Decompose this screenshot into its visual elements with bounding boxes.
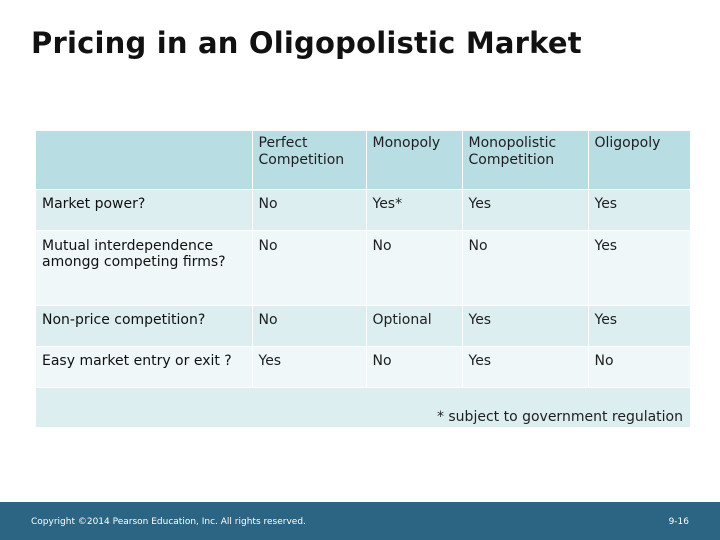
footnote-text: * subject to government regulation	[436, 408, 683, 425]
footnote-row: * subject to government regulation	[36, 387, 690, 428]
header-perfect-competition: Perfect Competition	[252, 131, 367, 190]
row-label-mutual-interdependence: Mutual interdependence amongg competing …	[36, 230, 253, 306]
table-header-row: Perfect Competition Monopoly Monopolisti…	[36, 131, 690, 190]
table-row: Easy market entry or exit ? Yes No Yes N…	[36, 346, 690, 388]
footer-bar: Copyright ©2014 Pearson Education, Inc. …	[0, 502, 720, 540]
table-row: Mutual interdependence amongg competing …	[36, 230, 690, 306]
table-cell: Yes	[588, 305, 690, 347]
table-cell: No	[252, 189, 367, 231]
table-cell: No	[252, 230, 367, 306]
copyright-text: Copyright ©2014 Pearson Education, Inc. …	[31, 517, 306, 527]
table-cell: Yes*	[366, 189, 463, 231]
row-label-easy-entry-exit: Easy market entry or exit ?	[36, 346, 253, 388]
table-cell: No	[366, 346, 463, 388]
table-row: Non-price competition? No Optional Yes Y…	[36, 305, 690, 347]
table-cell: Yes	[462, 305, 589, 347]
table-cell: Yes	[588, 189, 690, 231]
table-cell: No	[366, 230, 463, 306]
table-cell: Yes	[462, 189, 589, 231]
comparison-table: Perfect Competition Monopoly Monopolisti…	[36, 131, 690, 428]
table-cell: Yes	[588, 230, 690, 306]
row-label-market-power: Market power?	[36, 189, 253, 231]
table-cell: Yes	[252, 346, 367, 388]
table-cell: No	[588, 346, 690, 388]
table-cell: No	[462, 230, 589, 306]
table-cell: Optional	[366, 305, 463, 347]
page-number: 9-16	[668, 517, 689, 527]
table-cell: No	[252, 305, 367, 347]
header-corner-cell	[36, 131, 253, 190]
table-cell: Yes	[462, 346, 589, 388]
row-label-non-price-competition: Non-price competition?	[36, 305, 253, 347]
header-monopoly: Monopoly	[366, 131, 463, 190]
table-row: Market power? No Yes* Yes Yes	[36, 189, 690, 231]
header-monopolistic-competition: Monopolistic Competition	[462, 131, 589, 190]
header-oligopoly: Oligopoly	[588, 131, 690, 190]
slide-title: Pricing in an Oligopolistic Market	[31, 26, 582, 60]
